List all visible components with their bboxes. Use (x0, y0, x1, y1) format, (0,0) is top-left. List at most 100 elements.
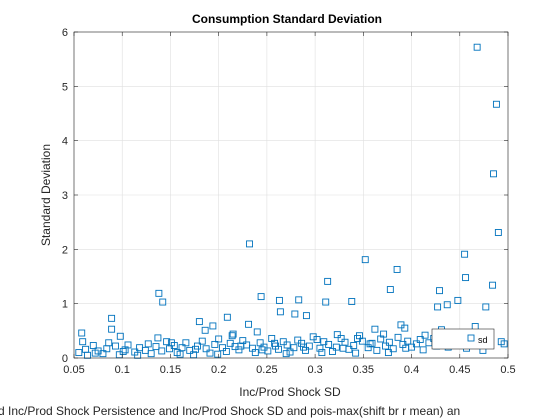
data-point (275, 345, 282, 353)
x-tick-label: 0.2 (211, 364, 226, 376)
data-point (214, 350, 222, 358)
data-point (461, 250, 469, 258)
data-point (99, 350, 107, 358)
data-point (147, 350, 155, 358)
data-point (489, 281, 497, 289)
data-point (178, 344, 186, 352)
data-point (282, 350, 290, 358)
data-point (89, 342, 97, 349)
data-point (228, 332, 236, 340)
x-tick-label: 0.1 (115, 364, 130, 376)
data-point (385, 338, 393, 346)
data-point (473, 43, 481, 51)
data-point (404, 337, 412, 345)
data-point (492, 100, 500, 108)
data-point (402, 344, 410, 352)
data-point (163, 338, 171, 346)
data-point (258, 346, 266, 354)
legend-marker (467, 334, 475, 342)
data-point (373, 346, 381, 354)
data-point (176, 350, 184, 358)
legend-entry-label: sd (478, 335, 488, 345)
data-point (364, 344, 372, 352)
data-point (332, 343, 340, 351)
y-tick-label: 4 (62, 136, 68, 148)
data-point (309, 333, 317, 341)
data-point (416, 336, 424, 343)
data-point (170, 342, 178, 349)
data-point (108, 325, 116, 333)
data-point (436, 287, 443, 295)
data-point (152, 343, 160, 351)
x-tick-label: 0.35 (353, 364, 374, 376)
data-point (295, 296, 303, 304)
data-point (237, 342, 245, 350)
data-point (325, 340, 333, 348)
data-point (352, 349, 360, 357)
data-point (253, 328, 261, 336)
data-point (482, 303, 490, 311)
data-point (494, 229, 502, 236)
data-point (116, 332, 124, 340)
data-point (421, 331, 429, 339)
data-point (78, 329, 86, 337)
data-point (298, 339, 306, 347)
data-point (286, 348, 294, 356)
data-point (235, 346, 243, 354)
data-point (276, 308, 284, 316)
data-point (382, 342, 389, 350)
data-point (82, 345, 90, 353)
data-point (500, 340, 508, 348)
data-point (329, 348, 336, 355)
data-point (246, 240, 253, 248)
x-tick-label: 0.25 (256, 364, 277, 376)
data-point (108, 314, 116, 322)
data-point (290, 344, 298, 352)
data-point (209, 322, 217, 330)
data-point (371, 325, 379, 333)
data-point (124, 341, 132, 349)
data-point (377, 335, 385, 343)
x-tick-label: 0.05 (63, 364, 84, 376)
data-point (393, 265, 401, 273)
data-point (219, 344, 226, 352)
data-point (119, 348, 127, 355)
data-point (348, 298, 356, 305)
data-point (394, 333, 402, 341)
data-point (268, 334, 276, 342)
legend: sd (431, 328, 495, 350)
y-tick-label: 6 (62, 27, 68, 39)
data-point (159, 298, 167, 306)
figure-caption: d Inc/Prod Shock Persistence and Inc/Pro… (0, 404, 460, 418)
data-point (490, 170, 497, 178)
y-tick-label: 2 (62, 244, 68, 256)
data-point (79, 338, 87, 346)
data-point (389, 345, 397, 353)
data-point (434, 303, 442, 311)
data-point (223, 313, 231, 321)
data-point (182, 339, 190, 347)
axis-ticks (73, 31, 509, 359)
data-point (419, 346, 427, 354)
y-axis-label: Standard Deviation (39, 144, 53, 246)
data-point (322, 298, 330, 306)
data-points (75, 43, 508, 359)
data-point (337, 334, 345, 342)
data-point (318, 349, 326, 357)
data-point (324, 277, 332, 285)
data-point (215, 335, 223, 343)
legend-box (431, 328, 495, 350)
data-point (211, 340, 219, 348)
data-point (283, 341, 291, 349)
data-point (454, 296, 462, 304)
data-point (91, 349, 99, 357)
y-tick-label: 0 (62, 353, 68, 365)
data-point (158, 347, 166, 355)
data-point (333, 331, 341, 339)
data-point (239, 337, 247, 345)
y-tick-label: 3 (62, 190, 68, 202)
data-point (361, 256, 369, 264)
data-point (201, 326, 209, 334)
x-tick-label: 0.5 (500, 364, 515, 376)
